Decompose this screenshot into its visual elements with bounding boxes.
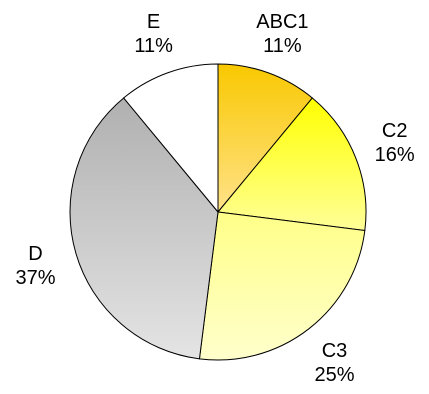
- pie-slices: [69, 63, 367, 361]
- pie-slice-d: [69, 97, 219, 360]
- slice-percent-label: 16%: [375, 144, 415, 166]
- pie-slice-e: [122, 63, 219, 214]
- slice-name-label: C3: [322, 340, 348, 362]
- pie-slice-abc1: [217, 63, 314, 214]
- slice-percent-label: 25%: [314, 364, 354, 386]
- slice-name-label: E: [147, 11, 160, 33]
- slice-percent-label: 37%: [15, 267, 55, 289]
- slice-name-label: C2: [382, 120, 408, 142]
- slice-name-label: D: [28, 243, 42, 265]
- slice-name-label: ABC1: [256, 11, 308, 33]
- slice-percent-label: 11%: [263, 35, 302, 57]
- pie-slice-c2: [217, 97, 367, 232]
- pie-slice-c3: [198, 211, 366, 361]
- slice-percent-label: 11%: [134, 35, 173, 57]
